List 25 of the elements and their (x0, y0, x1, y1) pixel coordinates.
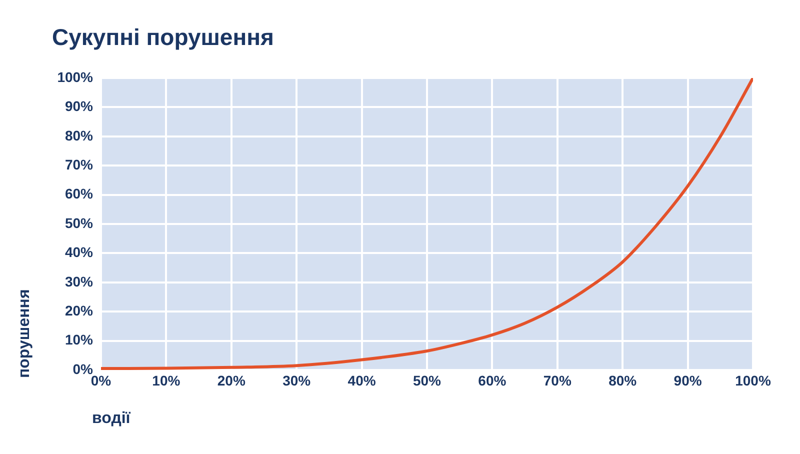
x-tick-label: 100% (735, 372, 772, 388)
x-tick-label: 90% (674, 372, 702, 388)
x-tick-label: 50% (412, 372, 442, 388)
chart-title: Сукупні порушення (52, 24, 274, 51)
y-tick-label: 70% (64, 156, 94, 172)
x-axis-title: водії (92, 410, 130, 428)
y-tick-label: 80% (64, 127, 94, 144)
x-tick-label: 10% (152, 372, 181, 388)
y-tick-label: 90% (64, 98, 94, 114)
y-tick-label: 40% (64, 244, 94, 260)
x-tick-label: 40% (348, 372, 376, 388)
y-tick-label: 50% (64, 214, 94, 231)
x-tick-label: 30% (282, 372, 312, 388)
x-tick-label: 20% (217, 372, 246, 388)
x-tick-label: 60% (478, 372, 507, 388)
y-tick-label: 30% (64, 273, 94, 290)
x-tick-label: 80% (608, 372, 638, 388)
y-tick-label: 20% (64, 302, 94, 318)
y-tick-label: 60% (64, 186, 94, 202)
y-tick-label: 100% (57, 68, 94, 85)
y-axis-title: порушення (16, 289, 34, 378)
y-tick-label: 0% (72, 360, 94, 377)
line-series (101, 78, 753, 370)
y-tick-label: 10% (64, 332, 94, 348)
x-tick-label: 70% (543, 372, 572, 388)
